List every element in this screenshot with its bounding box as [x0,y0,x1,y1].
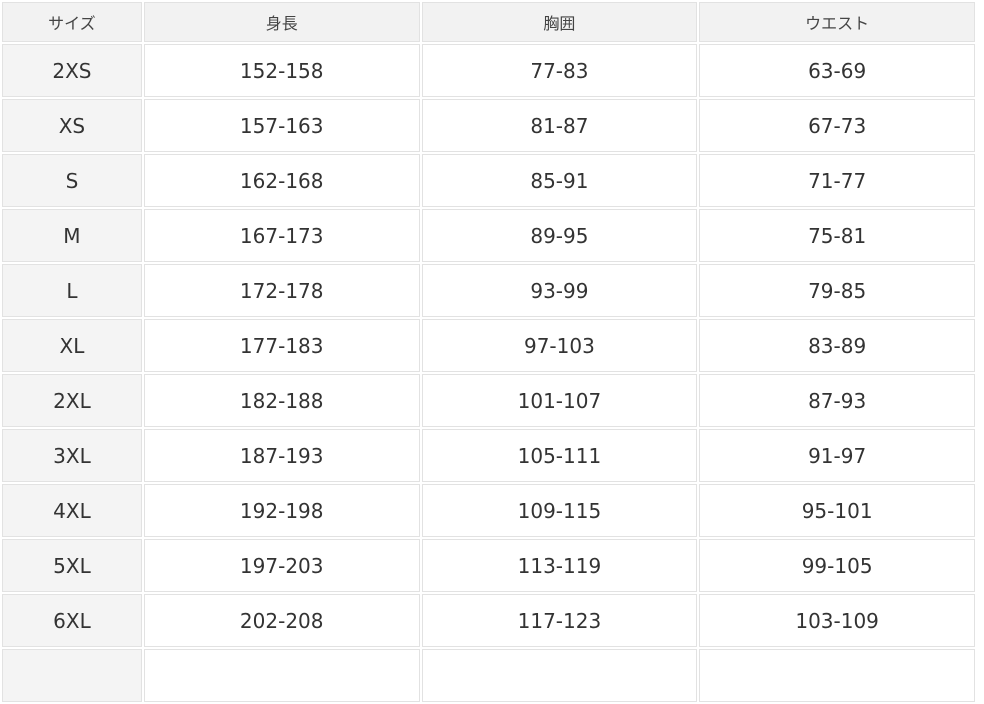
size-cell: L [2,264,142,317]
size-cell: 2XS [2,44,142,97]
measurement-cell: 162-168 [143,154,420,207]
header-row: サイズ 身長 胸囲 ウエスト [2,2,975,42]
measurement-cell: 152-158 [143,44,420,97]
measurement-cell: 101-107 [421,374,698,427]
size-cell: 2XL [2,374,142,427]
size-cell: XS [2,99,142,152]
table-row: 5XL 197-203 113-119 99-105 [2,539,975,592]
measurement-cell: 71-77 [699,154,975,207]
size-cell [2,649,142,702]
measurement-cell: 167-173 [143,209,420,262]
measurement-cell: 99-105 [699,539,975,592]
measurement-cell: 87-93 [699,374,975,427]
table-row: S 162-168 85-91 71-77 [2,154,975,207]
table-row: L 172-178 93-99 79-85 [2,264,975,317]
measurement-cell: 113-119 [421,539,698,592]
table-row: 2XL 182-188 101-107 87-93 [2,374,975,427]
column-header: 身長 [143,2,420,42]
measurement-cell: 63-69 [699,44,975,97]
measurement-cell: 177-183 [143,319,420,372]
measurement-cell: 103-109 [699,594,975,647]
measurement-cell: 67-73 [699,99,975,152]
measurement-cell: 187-193 [143,429,420,482]
measurement-cell: 97-103 [421,319,698,372]
column-header: 胸囲 [421,2,698,42]
measurement-cell: 172-178 [143,264,420,317]
column-header: サイズ [2,2,142,42]
measurement-cell: 93-99 [421,264,698,317]
measurement-cell: 75-81 [699,209,975,262]
measurement-cell [143,649,420,702]
measurement-cell: 105-111 [421,429,698,482]
table-row: XL 177-183 97-103 83-89 [2,319,975,372]
table-row [2,649,975,702]
measurement-cell: 81-87 [421,99,698,152]
measurement-cell [699,649,975,702]
table-row: M 167-173 89-95 75-81 [2,209,975,262]
size-cell: 4XL [2,484,142,537]
size-cell: S [2,154,142,207]
measurement-cell [421,649,698,702]
measurement-cell: 91-97 [699,429,975,482]
size-cell: 3XL [2,429,142,482]
measurement-cell: 89-95 [421,209,698,262]
measurement-cell: 197-203 [143,539,420,592]
table-row: 3XL 187-193 105-111 91-97 [2,429,975,482]
measurement-cell: 95-101 [699,484,975,537]
measurement-cell: 117-123 [421,594,698,647]
measurement-cell: 157-163 [143,99,420,152]
table-row: 4XL 192-198 109-115 95-101 [2,484,975,537]
table-row: 2XS 152-158 77-83 63-69 [2,44,975,97]
measurement-cell: 83-89 [699,319,975,372]
table-row: XS 157-163 81-87 67-73 [2,99,975,152]
table-row: 6XL 202-208 117-123 103-109 [2,594,975,647]
measurement-cell: 77-83 [421,44,698,97]
size-cell: M [2,209,142,262]
column-header: ウエスト [699,2,975,42]
measurement-cell: 79-85 [699,264,975,317]
measurement-cell: 202-208 [143,594,420,647]
measurement-cell: 85-91 [421,154,698,207]
size-cell: 6XL [2,594,142,647]
measurement-cell: 182-188 [143,374,420,427]
size-cell: 5XL [2,539,142,592]
measurement-cell: 192-198 [143,484,420,537]
measurement-cell: 109-115 [421,484,698,537]
size-cell: XL [2,319,142,372]
